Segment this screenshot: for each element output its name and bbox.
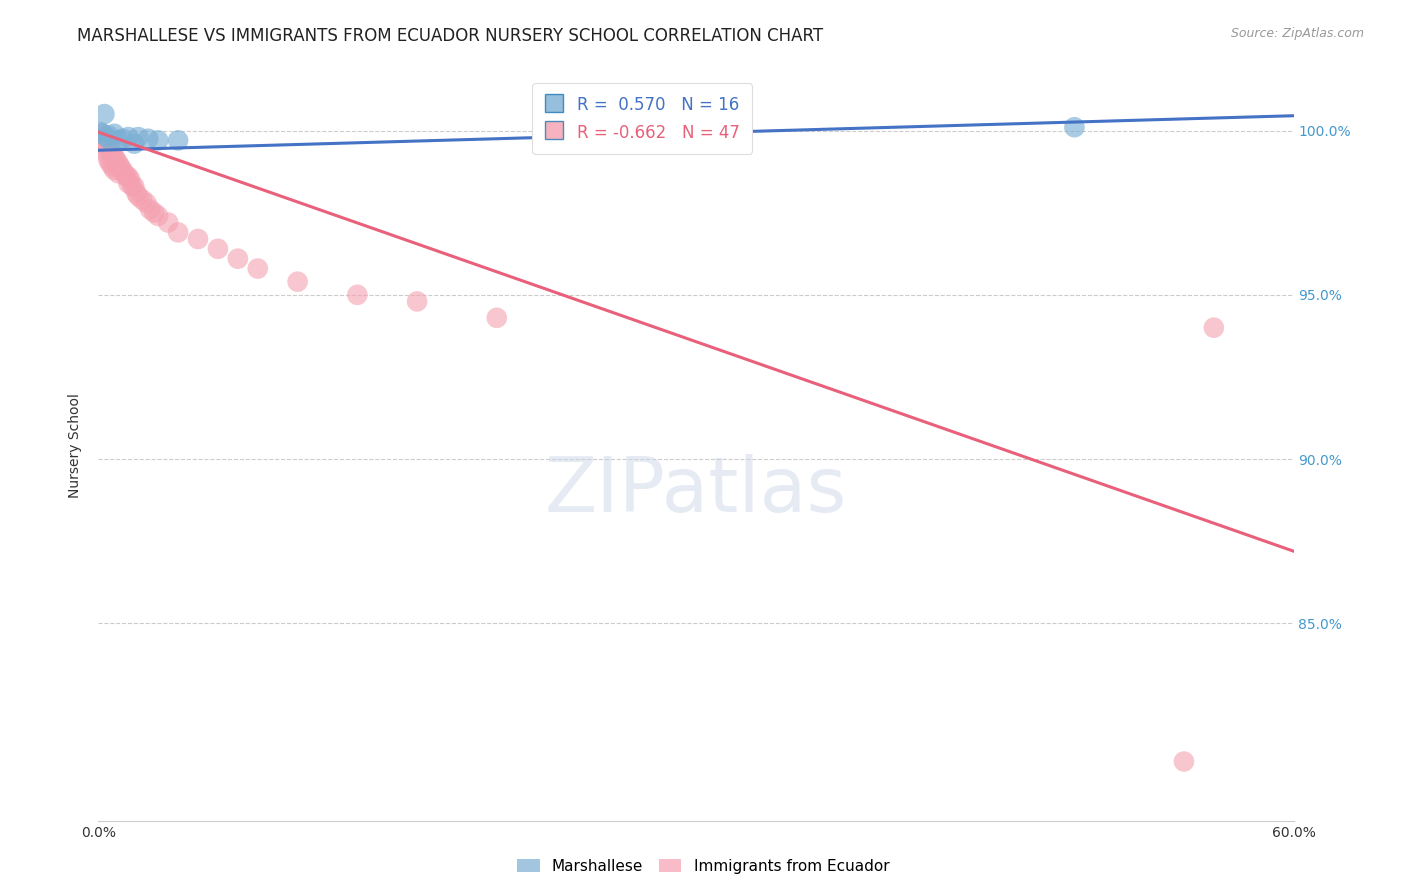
Text: MARSHALLESE VS IMMIGRANTS FROM ECUADOR NURSERY SCHOOL CORRELATION CHART: MARSHALLESE VS IMMIGRANTS FROM ECUADOR N… (77, 27, 824, 45)
Point (246, 261, 269, 276)
Point (97, 140, 120, 154)
Text: Source: ZipAtlas.com: Source: ZipAtlas.com (1230, 27, 1364, 40)
Point (91, 127, 114, 141)
Point (91, 136, 114, 151)
Point (406, 294, 429, 309)
Point (143, 205, 166, 219)
Point (105, 153, 128, 167)
Point (103, 150, 125, 164)
Point (1202, 320, 1225, 334)
Point (485, 310, 508, 325)
Point (136, 132, 159, 146)
Text: ZIPatlas: ZIPatlas (544, 454, 848, 528)
Point (125, 186, 148, 200)
Point (96, 130, 118, 145)
Point (97, 128, 120, 143)
Point (107, 166, 129, 180)
Point (89, 127, 111, 141)
Point (187, 232, 209, 246)
Point (91, 132, 114, 146)
Legend: Marshallese, Immigrants from Ecuador: Marshallese, Immigrants from Ecuador (510, 853, 896, 880)
Point (167, 226, 190, 240)
Point (346, 288, 368, 302)
Point (1173, 755, 1195, 769)
Point (127, 189, 149, 203)
Point (98, 133, 122, 147)
Point (96, 136, 118, 151)
Point (157, 215, 180, 229)
Point (107, 156, 129, 170)
Point (148, 209, 170, 223)
Point (135, 195, 157, 210)
Point (226, 252, 249, 266)
Point (96, 146, 118, 161)
Point (124, 136, 146, 151)
Point (98, 156, 122, 170)
Point (98, 143, 122, 157)
Point (89, 125, 111, 139)
Point (127, 130, 149, 145)
Point (117, 176, 139, 190)
Point (111, 132, 134, 146)
Point (167, 133, 190, 147)
Point (117, 130, 139, 145)
Point (93, 142, 115, 156)
Point (93, 107, 115, 121)
Point (101, 146, 124, 161)
Point (148, 133, 170, 147)
Point (110, 160, 132, 174)
Point (1063, 120, 1085, 135)
Point (111, 163, 134, 178)
Point (97, 153, 120, 167)
Point (101, 160, 124, 174)
Point (115, 169, 138, 184)
Point (107, 133, 129, 147)
Point (103, 127, 125, 141)
Point (103, 163, 125, 178)
Point (121, 179, 143, 194)
Point (120, 173, 142, 187)
Point (124, 179, 146, 194)
Point (131, 193, 153, 207)
Point (89, 133, 111, 147)
Point (139, 202, 162, 217)
Point (93, 135, 115, 149)
Point (287, 275, 309, 289)
Point (112, 166, 135, 180)
Y-axis label: Nursery School: Nursery School (69, 393, 83, 499)
Legend: R =  0.570   N = 16, R = -0.662   N = 47: R = 0.570 N = 16, R = -0.662 N = 47 (533, 84, 752, 153)
Point (117, 169, 139, 184)
Point (207, 242, 229, 256)
